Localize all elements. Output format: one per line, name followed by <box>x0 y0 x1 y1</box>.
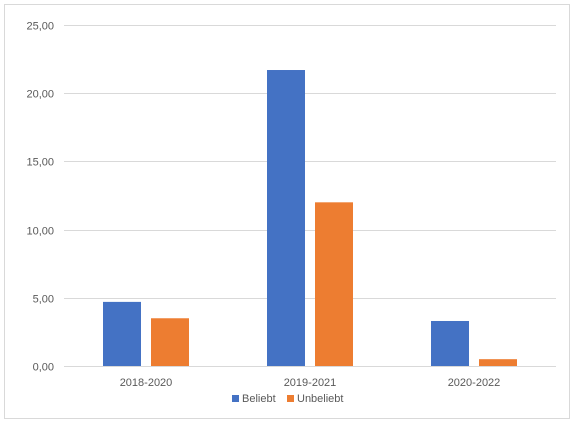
axes: 0,00 5,00 10,00 15,00 20,00 25,00 2018-2020 201… <box>26 21 556 389</box>
y-tick-label: 15,00 <box>26 157 54 169</box>
bar-unbeliebt-2019-2021 <box>315 202 353 366</box>
y-tick-label: 10,00 <box>26 226 54 238</box>
legend: Beliebt Unbeliebt <box>232 393 343 405</box>
bar-unbeliebt-2020-2022 <box>479 359 517 366</box>
x-tick-label: 2018-2020 <box>120 377 173 389</box>
bar-beliebt-2020-2022 <box>431 320 469 366</box>
legend-swatch-beliebt <box>232 395 239 402</box>
x-tick-label: 2020-2022 <box>448 377 501 389</box>
chart-border <box>4 4 570 419</box>
legend-label-beliebt: Beliebt <box>242 393 276 405</box>
bar-beliebt-2019-2021 <box>267 70 305 367</box>
bar-unbeliebt-2018-2020 <box>151 318 189 366</box>
y-tick-label: 20,00 <box>26 89 54 101</box>
bar-beliebt-2018-2020 <box>103 301 141 366</box>
y-tick-label: 5,00 <box>33 294 54 306</box>
x-tick-label: 2019-2021 <box>284 377 337 389</box>
y-tick-label: 0,00 <box>33 362 54 374</box>
legend-label-unbeliebt: Unbeliebt <box>297 393 343 405</box>
legend-swatch-unbeliebt <box>287 395 294 402</box>
y-tick-label: 25,00 <box>26 21 54 33</box>
bars <box>103 70 517 367</box>
